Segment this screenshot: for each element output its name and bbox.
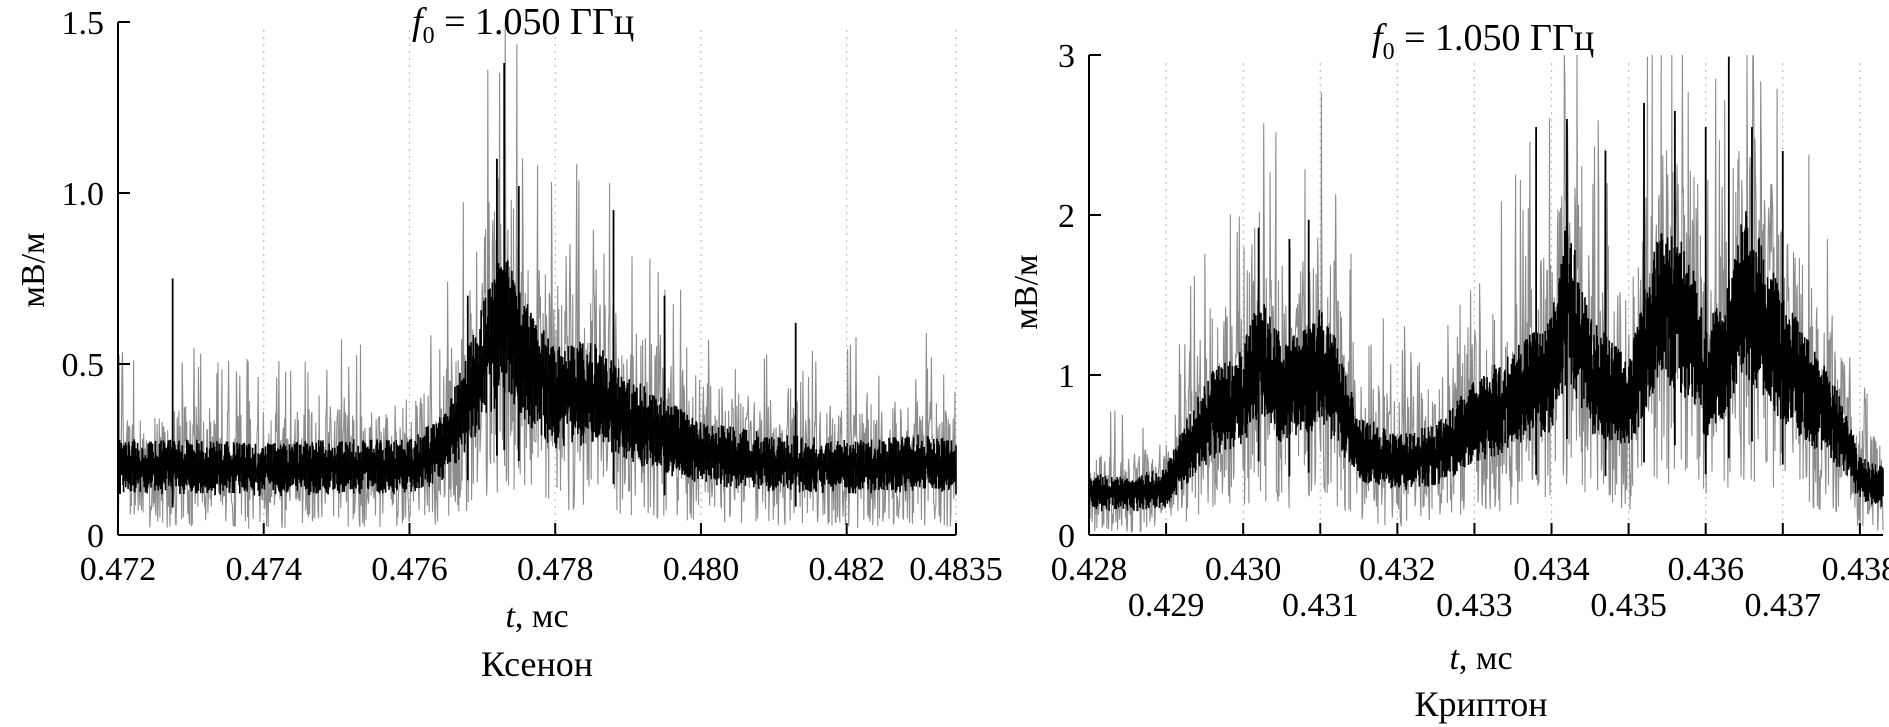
frequency-label-xenon: f0 = 1.050 ГГц bbox=[412, 1, 634, 49]
x-tick-label: 0.428 bbox=[1051, 551, 1128, 588]
x-axis-label-xenon: t, мс bbox=[505, 598, 568, 635]
x-tick-label: 0.482 bbox=[808, 551, 885, 588]
y-tick-label: 3 bbox=[1058, 38, 1075, 75]
panel-krypton: 01230.4280.4290.4300.4310.4320.4330.4340… bbox=[1008, 17, 1889, 724]
x-tick-label: 0.472 bbox=[80, 551, 157, 588]
x-tick-label: 0.437 bbox=[1745, 587, 1822, 624]
frequency-label-krypton: f0 = 1.050 ГГц bbox=[1372, 17, 1594, 65]
x-tick-label: 0.474 bbox=[225, 551, 302, 588]
x-tick-label: 0.438 bbox=[1822, 551, 1889, 588]
x-tick-label: 0.476 bbox=[371, 551, 448, 588]
x-tick-label: 0.430 bbox=[1205, 551, 1282, 588]
x-tick-label: 0.478 bbox=[517, 551, 594, 588]
y-tick-label: 2 bbox=[1058, 198, 1075, 235]
y-axis-label-xenon: мВ/м bbox=[15, 232, 52, 307]
x-tick-label: 0.431 bbox=[1282, 587, 1359, 624]
x-tick-label: 0.429 bbox=[1128, 587, 1205, 624]
y-tick-label: 0 bbox=[87, 518, 104, 555]
caption-xenon: Ксенон bbox=[481, 644, 593, 684]
x-axis-label-krypton: t, мс bbox=[1449, 640, 1512, 677]
x-tick-label: 0.434 bbox=[1513, 551, 1590, 588]
signal-trace-krypton bbox=[1088, 54, 1884, 533]
x-tick-label: 0.435 bbox=[1590, 587, 1667, 624]
y-tick-label: 1.0 bbox=[62, 176, 105, 213]
x-tick-label: 0.432 bbox=[1359, 551, 1436, 588]
x-tick-label: 0.433 bbox=[1436, 587, 1513, 624]
y-tick-label: 1.5 bbox=[62, 5, 105, 42]
panel-xenon: 0 0.5 1.0 1.5 0.472 0.474 0.476 0.478 0.480 0.482… bbox=[15, 1, 1003, 684]
axes-xenon: 0 0.5 1.0 1.5 0.472 0.474 0.476 0.478 0.480 0.482… bbox=[62, 5, 1003, 588]
x-tick-label: 0.436 bbox=[1667, 551, 1744, 588]
axes-krypton: 01230.4280.4290.4300.4310.4320.4330.4340… bbox=[1051, 38, 1889, 624]
caption-krypton: Криптон bbox=[1414, 684, 1547, 724]
y-tick-label: 0.5 bbox=[62, 347, 105, 384]
y-tick-label: 1 bbox=[1058, 358, 1075, 395]
signal-trace-xenon bbox=[117, 21, 957, 529]
y-axis-label-krypton: мВ/м bbox=[1008, 254, 1045, 329]
x-tick-label: 0.4835 bbox=[909, 551, 1003, 588]
y-tick-label: 0 bbox=[1058, 518, 1075, 555]
x-tick-label: 0.480 bbox=[663, 551, 740, 588]
